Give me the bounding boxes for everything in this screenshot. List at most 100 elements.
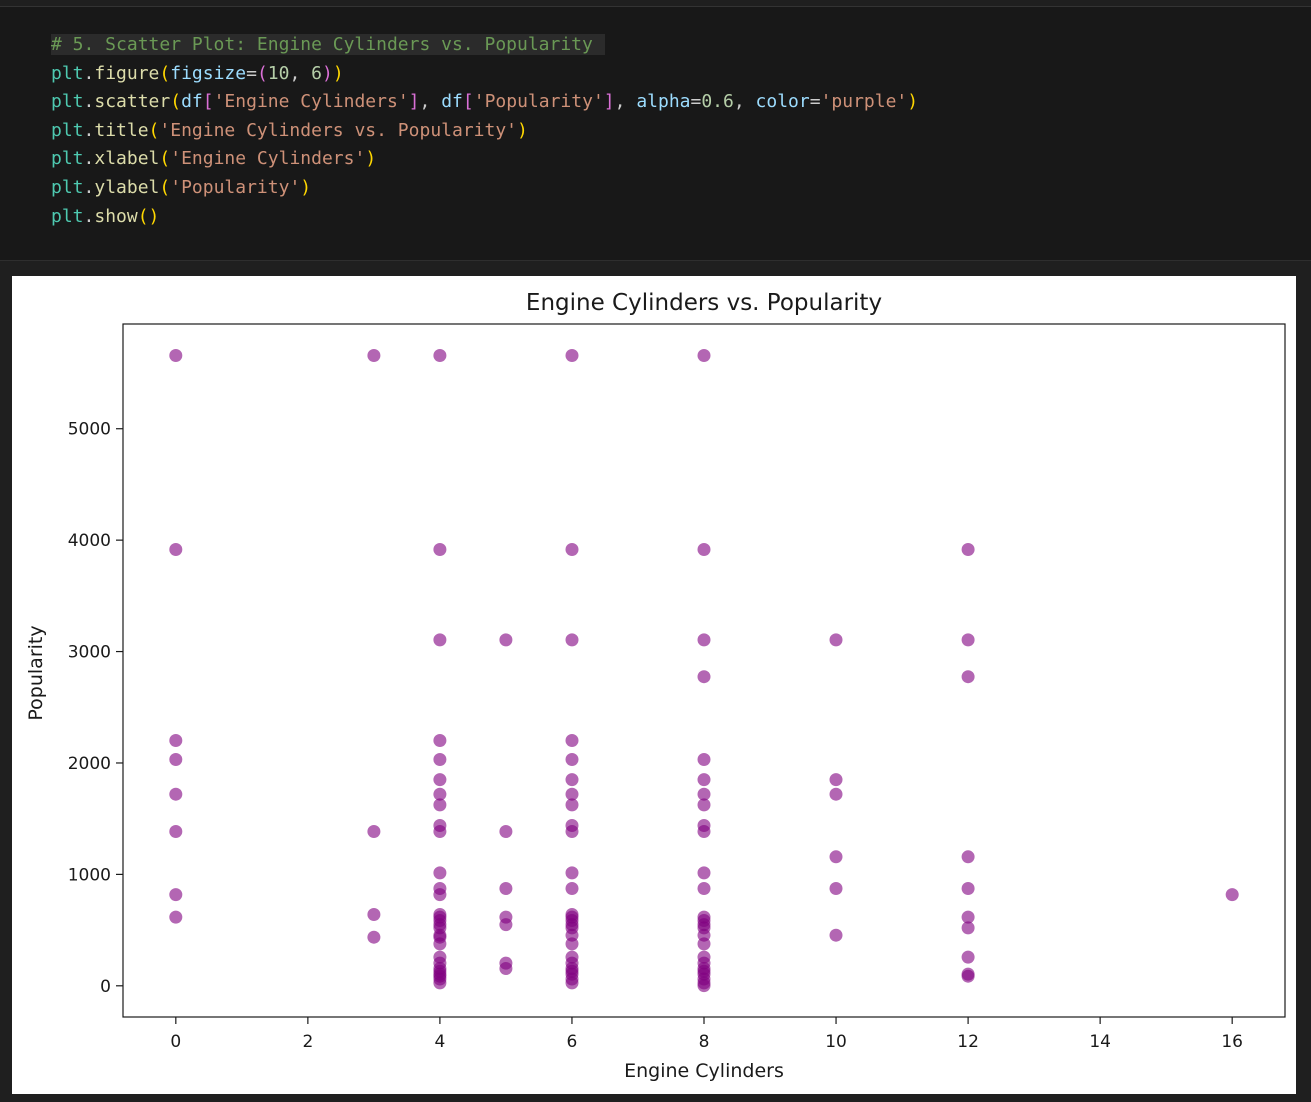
code-token: 'Engine Cylinders vs. Popularity' [159,119,518,141]
code-token: ( [148,119,160,141]
code-token: ) [332,62,344,84]
code-token: 'Engine Cylinders' [170,148,366,170]
scatter-point [367,930,381,944]
code-token: . [83,176,95,198]
y-tick-label: 5000 [68,420,111,440]
scatter-point [697,937,711,951]
code-token: plt [51,119,84,141]
code-token: show [94,205,138,227]
scatter-point [697,798,711,812]
scatter-point [169,888,183,902]
code-token: ) [322,62,333,84]
x-tick-label: 6 [567,1032,578,1052]
scatter-point [367,349,381,362]
y-tick-label: 2000 [68,754,111,774]
chart-title: Engine Cylinders vs. Popularity [526,290,882,316]
scatter-point [697,670,711,684]
code-token: ) [365,148,377,170]
scatter-point [697,633,711,647]
code-line: plt.figure(figsize=(10, 6)) [51,60,918,89]
code-token: ylabel [94,176,160,198]
scatter-point [433,773,447,787]
code-token: figure [94,62,160,84]
scatter-point [433,349,447,362]
scatter-point [961,910,975,924]
code-token: 'Engine Cylinders' [213,91,409,113]
x-tick-label: 10 [825,1032,847,1052]
scatter-point [169,910,183,924]
x-tick-label: 16 [1221,1032,1243,1052]
scatter-point [169,543,183,556]
code-token: . [83,91,95,113]
scatter-point [433,734,447,747]
scatter-point [169,825,183,838]
scatter-point [697,979,711,993]
scatter-point [433,543,447,556]
scatter-point [169,753,183,766]
top-divider [0,6,1311,7]
y-axis-ticks: 0 1000 2000 3000 4000 5000 [68,420,123,997]
code-token: df [181,91,203,113]
scatter-point [961,543,975,556]
code-token: ) [300,176,312,198]
figure-output: 0 2 4 6 8 10 12 14 16 0 1000 2000 3000 4000 5000 Engi… [12,276,1296,1094]
code-token: ) [907,91,919,113]
code-line: # 5. Scatter Plot: Engine Cylinders vs. … [51,31,918,60]
scatter-point [169,349,183,362]
scatter-point [829,882,843,895]
scatter-point [565,734,579,747]
code-line: plt.scatter(df['Engine Cylinders'], df['… [51,88,918,117]
code-token: , [419,91,442,113]
code-token: , [733,91,756,113]
scatter-point [565,798,579,812]
code-token: plt [51,62,84,84]
scatter-point [433,888,447,902]
scatter-point [829,773,843,787]
code-token: 0.6 [701,91,734,113]
code-token: ( [170,91,182,113]
scatter-point [829,633,843,647]
code-editor[interactable]: # 5. Scatter Plot: Engine Cylinders vs. … [51,31,918,231]
code-token: ] [408,91,420,113]
scatter-point [829,787,843,801]
scatter-point [961,921,975,935]
scatter-point [565,633,579,647]
scatter-chart: 0 2 4 6 8 10 12 14 16 0 1000 2000 3000 4000 5000 Engi… [25,290,1286,1082]
scatter-point [697,787,711,801]
y-axis-label: Popularity [25,625,47,720]
scatter-point [433,787,447,801]
scatter-point [433,798,447,812]
comment-highlight: # 5. Scatter Plot: Engine Cylinders vs. … [51,34,605,55]
y-tick-label: 3000 [68,643,111,663]
scatter-point [697,773,711,787]
scatter-point [1225,888,1239,902]
scatter-point [433,976,447,990]
scatter-point [433,633,447,647]
code-token: [ [202,91,214,113]
scatter-point [697,882,711,895]
scatter-point [565,787,579,801]
code-token: title [94,119,149,141]
scatter-point [565,937,579,951]
scatter-point [697,866,711,880]
scatter-point [565,349,579,362]
scatter-point [499,633,513,647]
scatter-point [961,882,975,895]
scatter-point [961,850,975,864]
scatter-point [565,976,579,990]
code-token: ] [603,91,615,113]
scatter-point [433,825,447,838]
x-tick-label: 0 [170,1032,181,1052]
x-tick-label: 4 [434,1032,445,1052]
scatter-point [565,882,579,895]
scatter-point [433,753,447,766]
code-token: 'Popularity' [473,91,604,113]
scatter-point [565,825,579,838]
scatter-point [565,543,579,556]
scatter-point [565,866,579,880]
code-token: () [137,205,160,227]
code-cell[interactable]: # 5. Scatter Plot: Engine Cylinders vs. … [0,7,1311,260]
code-token: alpha [636,91,691,113]
cell-output-divider [0,260,1311,261]
code-token: . [83,148,95,170]
